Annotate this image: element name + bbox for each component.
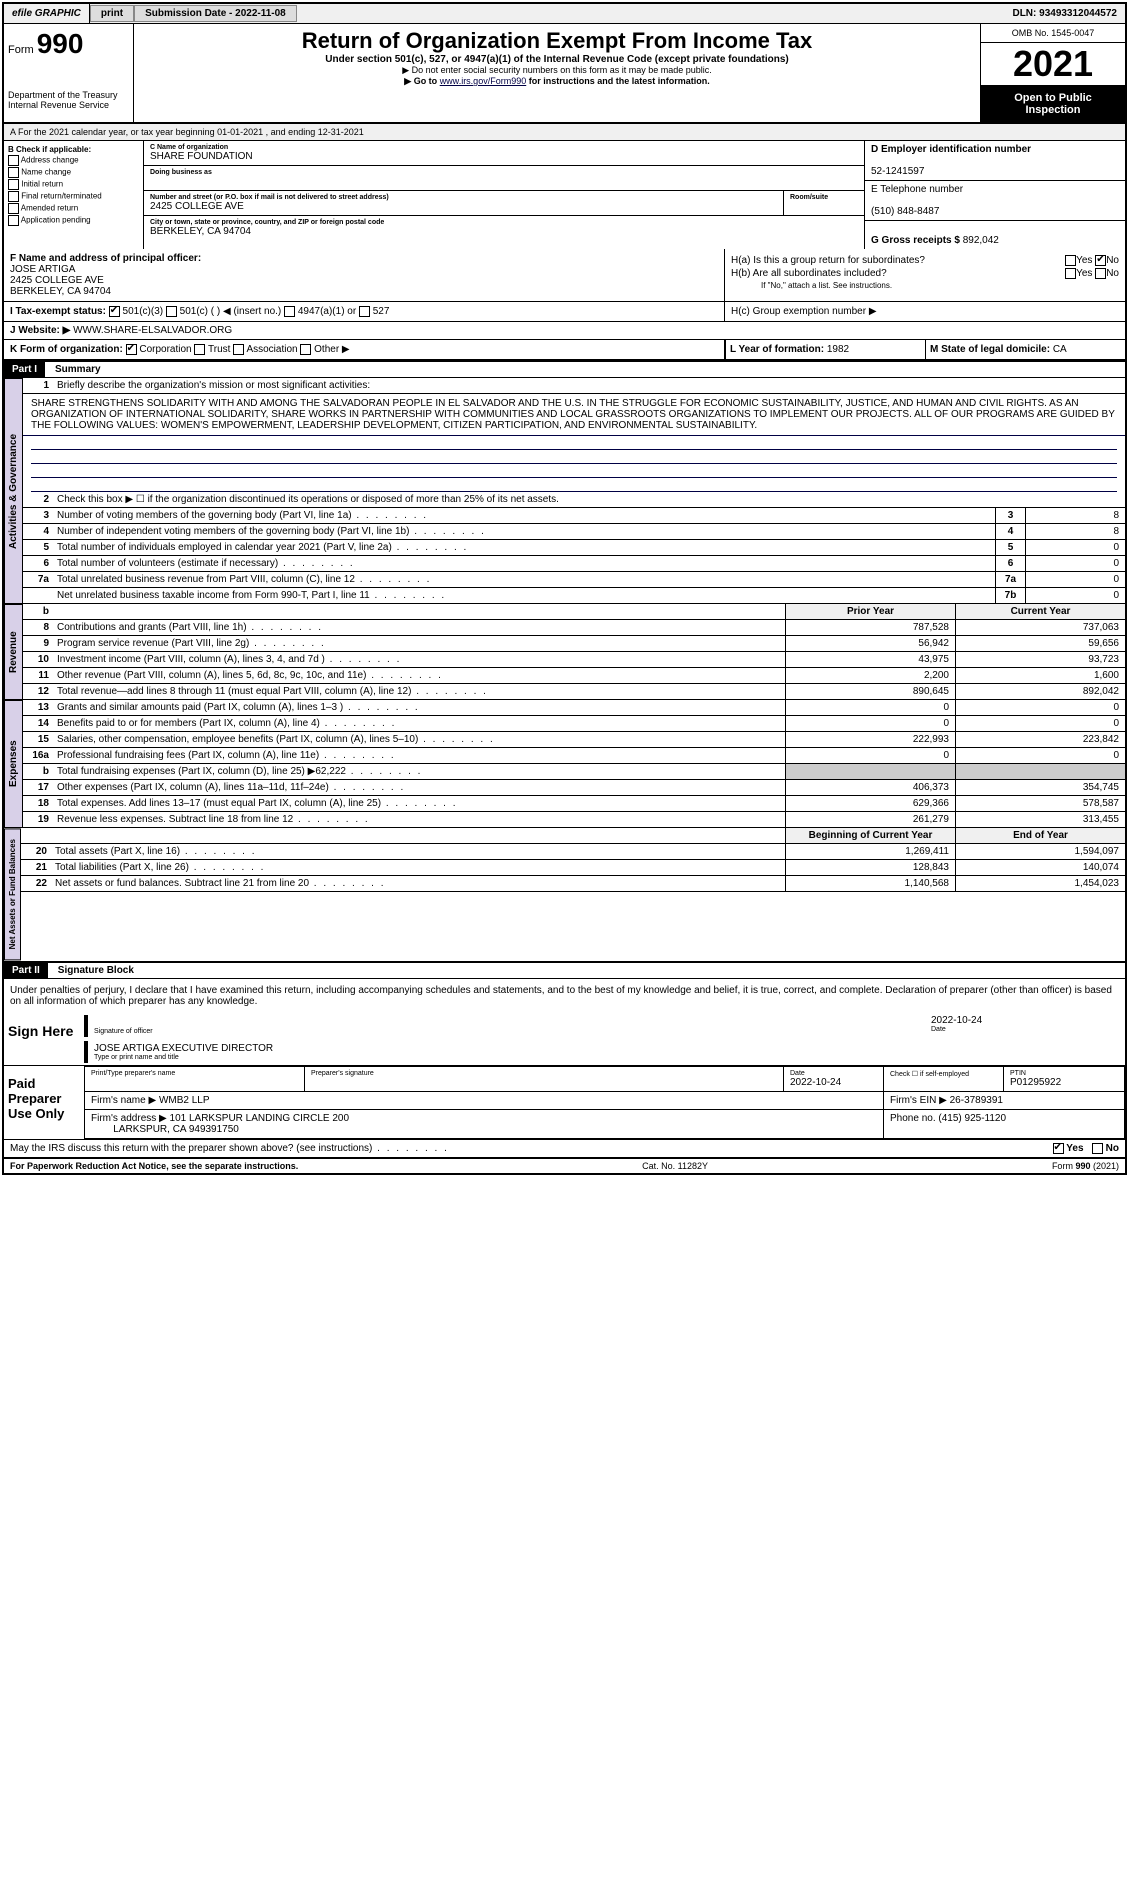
print-button[interactable]: print bbox=[90, 5, 134, 22]
irs-link[interactable]: www.irs.gov/Form990 bbox=[440, 76, 527, 86]
mission-text: SHARE STRENGTHENS SOLIDARITY WITH AND AM… bbox=[23, 394, 1125, 436]
org-city: BERKELEY, CA 94704 bbox=[150, 226, 251, 237]
org-name: SHARE FOUNDATION bbox=[150, 151, 253, 162]
gov-line: Net unrelated business taxable income fr… bbox=[23, 588, 1125, 604]
form-subtitle: Under section 501(c), 527, or 4947(a)(1)… bbox=[138, 54, 976, 65]
perjury-decl: Under penalties of perjury, I declare th… bbox=[4, 979, 1125, 1013]
form-number: Form 990 bbox=[8, 28, 129, 60]
rev-line: 10Investment income (Part VIII, column (… bbox=[23, 652, 1125, 668]
tax-exempt-status: I Tax-exempt status: 501(c)(3) 501(c) ( … bbox=[4, 302, 725, 321]
sign-here-label: Sign Here bbox=[4, 1013, 84, 1065]
tab-netassets: Net Assets or Fund Balances bbox=[4, 828, 21, 960]
form-header: Form 990 Department of the TreasuryInter… bbox=[4, 24, 1125, 124]
form-title: Return of Organization Exempt From Incom… bbox=[138, 28, 976, 54]
exp-line: 16aProfessional fundraising fees (Part I… bbox=[23, 748, 1125, 764]
section-b: B Check if applicable: Address change Na… bbox=[4, 141, 144, 249]
tab-activities: Activities & Governance bbox=[4, 378, 23, 604]
section-f: F Name and address of principal officer:… bbox=[4, 249, 725, 301]
gov-line: 5Total number of individuals employed in… bbox=[23, 540, 1125, 556]
website-row: J Website: ▶ WWW.SHARE-ELSALVADOR.ORG bbox=[4, 322, 1125, 340]
phone: (510) 848-8487 bbox=[871, 206, 939, 217]
org-address: 2425 COLLEGE AVE bbox=[150, 201, 244, 212]
tab-revenue: Revenue bbox=[4, 604, 23, 700]
efile-label: efile GRAPHIC bbox=[4, 4, 90, 23]
page-footer: For Paperwork Reduction Act Notice, see … bbox=[4, 1158, 1125, 1173]
exp-line: bTotal fundraising expenses (Part IX, co… bbox=[23, 764, 1125, 780]
part1-header: Part ISummary bbox=[4, 360, 1125, 378]
exp-line: 13Grants and similar amounts paid (Part … bbox=[23, 700, 1125, 716]
omb-number: OMB No. 1545-0047 bbox=[981, 24, 1125, 43]
rev-line: 12Total revenue—add lines 8 through 11 (… bbox=[23, 684, 1125, 700]
form-org: K Form of organization: Corporation Trus… bbox=[4, 340, 725, 359]
year-formation: L Year of formation: 1982 bbox=[725, 340, 925, 359]
section-hc: H(c) Group exemption number ▶ bbox=[725, 302, 1125, 321]
website: WWW.SHARE-ELSALVADOR.ORG bbox=[73, 325, 232, 336]
section-c: C Name of organizationSHARE FOUNDATION D… bbox=[144, 141, 865, 249]
gov-line: 3Number of voting members of the governi… bbox=[23, 508, 1125, 524]
part2-header: Part IISignature Block bbox=[4, 961, 1125, 979]
chk-address: Address change bbox=[8, 155, 139, 166]
chk-pending: Application pending bbox=[8, 215, 139, 226]
state-domicile: M State of legal domicile: CA bbox=[925, 340, 1125, 359]
chk-initial: Initial return bbox=[8, 179, 139, 190]
dept-label: Department of the TreasuryInternal Reven… bbox=[8, 90, 129, 110]
na-line: 21Total liabilities (Part X, line 26)128… bbox=[21, 860, 1125, 876]
na-line: 20Total assets (Part X, line 16)1,269,41… bbox=[21, 844, 1125, 860]
gov-line: 4Number of independent voting members of… bbox=[23, 524, 1125, 540]
gross-receipts: 892,042 bbox=[963, 235, 999, 246]
ssn-note: ▶ Do not enter social security numbers o… bbox=[138, 65, 976, 76]
inspection-badge: Open to Public Inspection bbox=[981, 86, 1125, 122]
exp-line: 18Total expenses. Add lines 13–17 (must … bbox=[23, 796, 1125, 812]
paid-preparer-label: Paid Preparer Use Only bbox=[4, 1066, 84, 1139]
ein: 52-1241597 bbox=[871, 166, 924, 177]
section-h: H(a) Is this a group return for subordin… bbox=[725, 249, 1125, 301]
gov-line: 6Total number of volunteers (estimate if… bbox=[23, 556, 1125, 572]
chk-final: Final return/terminated bbox=[8, 191, 139, 202]
na-line: 22Net assets or fund balances. Subtract … bbox=[21, 876, 1125, 892]
section-d: D Employer identification number52-12415… bbox=[865, 141, 1125, 249]
chk-amended: Amended return bbox=[8, 203, 139, 214]
exp-line: 19Revenue less expenses. Subtract line 1… bbox=[23, 812, 1125, 828]
topbar: efile GRAPHIC print Submission Date - 20… bbox=[4, 4, 1125, 24]
exp-line: 14Benefits paid to or for members (Part … bbox=[23, 716, 1125, 732]
discuss-row: May the IRS discuss this return with the… bbox=[4, 1140, 1125, 1158]
exp-line: 17Other expenses (Part IX, column (A), l… bbox=[23, 780, 1125, 796]
tax-period: A For the 2021 calendar year, or tax yea… bbox=[4, 124, 1125, 141]
chk-name: Name change bbox=[8, 167, 139, 178]
rev-line: 9Program service revenue (Part VIII, lin… bbox=[23, 636, 1125, 652]
officer-name: JOSE ARTIGA EXECUTIVE DIRECTOR bbox=[94, 1043, 273, 1054]
rev-line: 11Other revenue (Part VIII, column (A), … bbox=[23, 668, 1125, 684]
dln: DLN: 93493312044572 bbox=[1004, 4, 1125, 23]
tab-expenses: Expenses bbox=[4, 700, 23, 828]
submission-date: Submission Date - 2022-11-08 bbox=[134, 5, 297, 22]
exp-line: 15Salaries, other compensation, employee… bbox=[23, 732, 1125, 748]
firm-name: WMB2 LLP bbox=[159, 1095, 210, 1106]
gov-line: 7aTotal unrelated business revenue from … bbox=[23, 572, 1125, 588]
link-note: ▶ Go to www.irs.gov/Form990 for instruct… bbox=[138, 76, 976, 87]
rev-line: 8Contributions and grants (Part VIII, li… bbox=[23, 620, 1125, 636]
tax-year: 2021 bbox=[981, 43, 1125, 86]
